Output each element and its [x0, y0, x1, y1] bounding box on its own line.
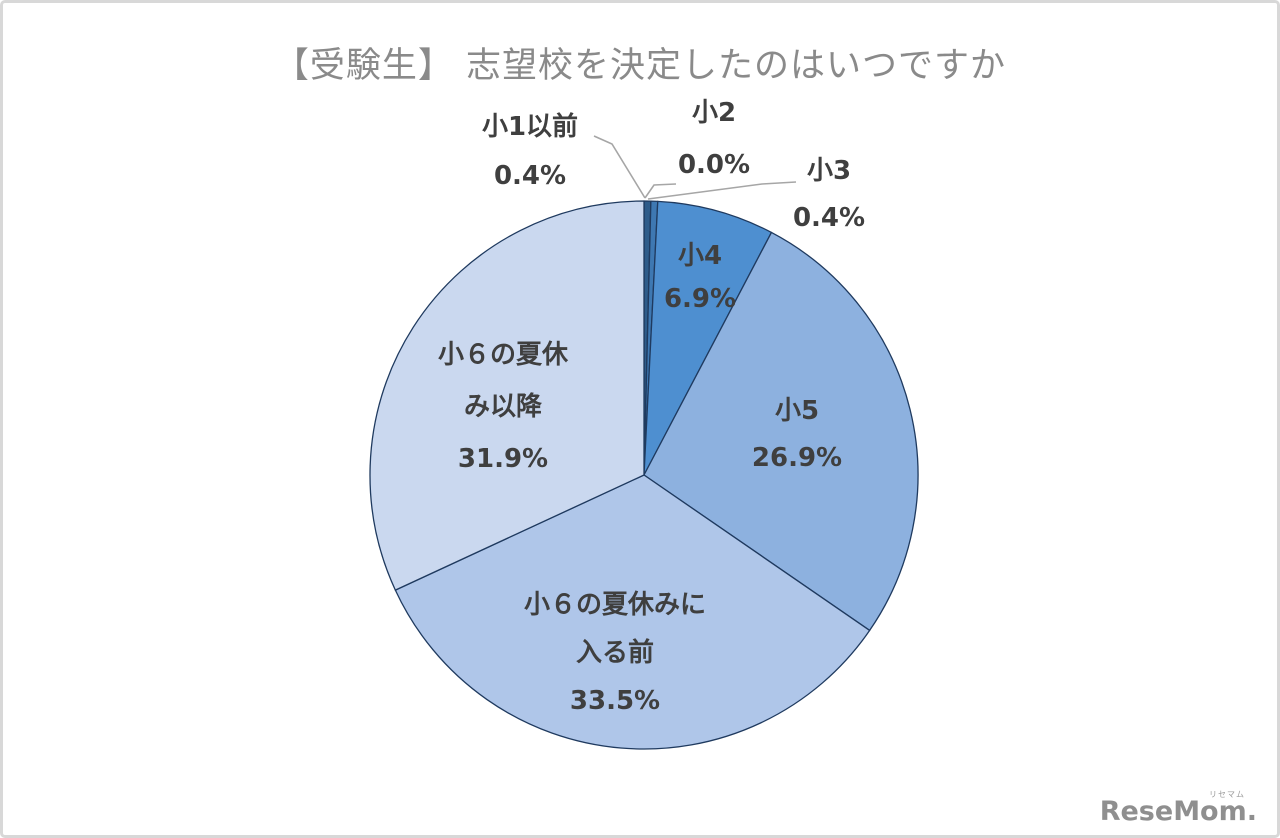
slice-name: 小1以前 [481, 112, 579, 142]
chart-title: 【受験生】 志望校を決定したのはいつですか [273, 46, 1007, 86]
slice-label-sho1-izen: 小1以前 0.4% [435, 103, 625, 202]
slice-name-line2: 入る前 [575, 638, 654, 669]
slice-percent: 0.0% [677, 150, 751, 180]
pie-slice-3 [643, 200, 773, 476]
pie-slice-6 [369, 200, 645, 591]
slice-label-sho2: 小2 0.0% [644, 87, 784, 191]
slice-percent: 26.9% [751, 442, 843, 473]
slice-label-sho3: 小3 0.4% [759, 148, 899, 242]
slice-name-line2: み以降 [463, 392, 542, 422]
pie-slice-5 [394, 474, 871, 750]
slice-label-sho6-natsuyasumi-ikou: 小６の夏休 み以降 31.9% [373, 329, 633, 485]
slice-name: 小5 [774, 396, 820, 426]
slice-percent: 6.9% [663, 283, 737, 314]
slice-label-sho6-natsuyasumi-mae: 小６の夏休みに 入る前 33.5% [475, 581, 755, 725]
slice-percent: 33.5% [569, 686, 661, 717]
slice-percent: 0.4% [792, 202, 866, 233]
slice-label-sho5: 小5 26.9% [717, 388, 877, 482]
slice-percent: 31.9% [457, 444, 549, 474]
slice-name-line1: 小６の夏休みに [523, 590, 706, 620]
pie-slice-4 [643, 231, 919, 632]
resemom-logo: リセマム ReseMom. [1099, 791, 1257, 827]
resemom-logo-text: ReseMom. [1099, 796, 1257, 827]
slice-name: 小4 [677, 241, 723, 271]
leader-line-sho3 [647, 181, 797, 200]
slice-name: 小3 [806, 156, 852, 186]
leader-line-sho2 [644, 183, 677, 199]
slice-name: 小2 [691, 98, 737, 128]
leader-line-sho1-izen [593, 135, 646, 199]
slice-name-line1: 小６の夏休 [437, 340, 568, 370]
pie-chart [369, 135, 919, 750]
slice-label-sho4: 小4 6.9% [630, 235, 770, 321]
slice-percent: 0.4% [493, 161, 567, 192]
resemom-logo-ruby: リセマム [1209, 790, 1245, 799]
